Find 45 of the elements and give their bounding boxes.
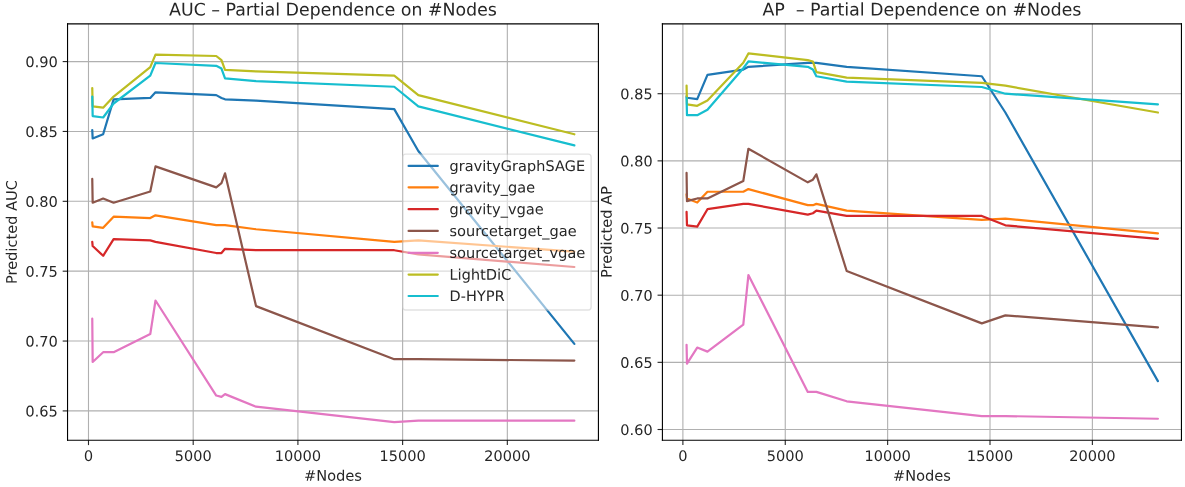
y-tick-label: 0.75 (26, 265, 57, 277)
x-tick-label: 10000 (276, 450, 321, 462)
y-tick-label: 0.70 (26, 335, 57, 347)
legend-label: sourcetarget_gae (450, 225, 576, 240)
y-tick-label: 0.60 (621, 424, 652, 436)
x-tick-label: 20000 (485, 450, 530, 462)
line-series (91, 53, 576, 136)
x-tick-label: 15000 (381, 450, 425, 462)
y-tick-label: 0.75 (621, 222, 652, 234)
legend-label: gravityGraphSAGE (450, 159, 585, 175)
y-tick-label: 0.80 (621, 155, 652, 167)
legend-label: sourcetarget_vgae (450, 247, 585, 262)
line-series (91, 299, 576, 424)
line-series (685, 52, 1160, 114)
y-tick-label: 0.80 (26, 196, 57, 208)
line-series (685, 273, 1160, 420)
line-series (685, 187, 1160, 235)
legend-label: gravity_gae (450, 181, 535, 196)
x-tick-label: 0 (679, 450, 687, 462)
x-tick-label: 5000 (175, 450, 211, 462)
line-series (685, 61, 1160, 383)
x-axis-title: #Nodes (894, 469, 951, 481)
y-tick-label: 0.70 (621, 289, 652, 301)
legend-label: gravity_vgae (450, 203, 543, 218)
x-tick-label: 0 (84, 450, 93, 462)
y-axis-title: Predicted AP (600, 186, 612, 277)
line-series (685, 60, 1160, 117)
legend-label: D-HYPR (450, 290, 505, 302)
y-axis-title: Predicted AUC (5, 180, 17, 283)
y-tick-label: 0.85 (621, 88, 652, 100)
x-tick-label: 5000 (767, 450, 803, 462)
x-tick-label: 15000 (968, 450, 1013, 462)
y-tick-label: 0.85 (26, 126, 57, 138)
line-series (685, 147, 1160, 329)
y-tick-label: 0.90 (26, 56, 57, 68)
x-tick-label: 20000 (1070, 450, 1115, 462)
line-series (91, 61, 576, 147)
line-series (685, 202, 1160, 240)
chart-title: AUC – Partial Dependence on #Nodes (169, 2, 497, 20)
legend-label: LightDiC (450, 268, 511, 283)
x-tick-label: 10000 (866, 450, 910, 462)
y-tick-label: 0.65 (621, 357, 652, 369)
x-axis-title: #Nodes (305, 469, 362, 481)
chart-title: AP – Partial Dependence on #Nodes (762, 2, 1081, 20)
y-tick-label: 0.65 (26, 405, 57, 417)
